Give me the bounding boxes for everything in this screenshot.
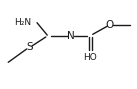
Text: O: O xyxy=(105,20,114,30)
Text: HO: HO xyxy=(84,53,97,62)
Text: S: S xyxy=(27,42,33,52)
Text: N: N xyxy=(67,31,75,41)
Text: H₂N: H₂N xyxy=(14,18,32,27)
